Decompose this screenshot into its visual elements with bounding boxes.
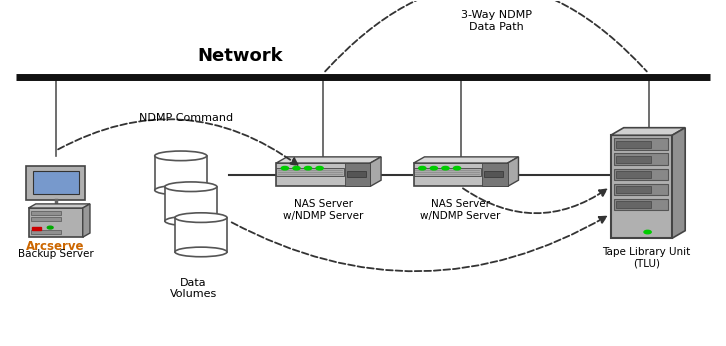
Text: NAS Server
w/NDMP Server: NAS Server w/NDMP Server (283, 199, 364, 221)
Bar (614, 169, 669, 180)
Text: Backup Server: Backup Server (17, 249, 94, 259)
Circle shape (644, 230, 651, 234)
Bar (276, 163, 370, 186)
Ellipse shape (155, 151, 207, 161)
Bar (614, 138, 669, 150)
Bar (36, 204, 76, 208)
Bar (482, 163, 507, 186)
Circle shape (419, 166, 426, 170)
Bar (28, 208, 83, 237)
Ellipse shape (175, 213, 227, 222)
Circle shape (304, 166, 311, 170)
Circle shape (47, 226, 53, 229)
Bar (611, 135, 672, 238)
Text: NAS Server
w/NDMP Server: NAS Server w/NDMP Server (420, 199, 501, 221)
FancyArrowPatch shape (232, 217, 606, 271)
FancyArrowPatch shape (58, 119, 298, 165)
Bar (32, 227, 41, 230)
Bar (616, 186, 650, 193)
Bar (414, 163, 507, 186)
FancyArrowPatch shape (463, 188, 606, 213)
Circle shape (442, 166, 449, 170)
Circle shape (316, 166, 323, 170)
Circle shape (281, 166, 288, 170)
Polygon shape (28, 204, 90, 208)
Text: Tape Library Unit
(TLU): Tape Library Unit (TLU) (603, 247, 690, 268)
Polygon shape (83, 204, 90, 237)
Bar (614, 184, 669, 195)
Bar (276, 168, 344, 176)
Bar (31, 230, 61, 234)
Polygon shape (276, 157, 381, 163)
Bar (33, 171, 78, 194)
Bar (31, 217, 61, 221)
Bar (347, 171, 365, 177)
Ellipse shape (165, 182, 217, 192)
Ellipse shape (155, 185, 207, 195)
Text: Data
Volumes: Data Volumes (169, 278, 216, 299)
Bar (165, 187, 217, 221)
Circle shape (293, 166, 300, 170)
Text: Arcserve: Arcserve (26, 240, 85, 253)
Bar (616, 156, 650, 163)
Bar (155, 156, 207, 190)
Polygon shape (414, 157, 518, 163)
Circle shape (454, 166, 460, 170)
Bar (614, 199, 669, 210)
Bar (345, 163, 370, 186)
Polygon shape (611, 128, 685, 135)
Bar (484, 171, 503, 177)
Bar (26, 166, 85, 200)
Bar (175, 218, 227, 252)
Polygon shape (672, 128, 685, 238)
Bar (414, 168, 481, 176)
Polygon shape (370, 157, 381, 186)
Text: Network: Network (197, 47, 283, 65)
Bar (616, 141, 650, 148)
Ellipse shape (165, 216, 217, 226)
Bar (616, 171, 650, 178)
Polygon shape (507, 157, 518, 186)
Bar (31, 211, 61, 215)
Bar (616, 201, 650, 208)
FancyArrowPatch shape (325, 0, 647, 71)
Text: NDMP Command: NDMP Command (139, 113, 233, 123)
Bar (614, 154, 669, 165)
Circle shape (431, 166, 438, 170)
Text: 3-Way NDMP
Data Path: 3-Way NDMP Data Path (461, 10, 532, 31)
Ellipse shape (175, 247, 227, 257)
